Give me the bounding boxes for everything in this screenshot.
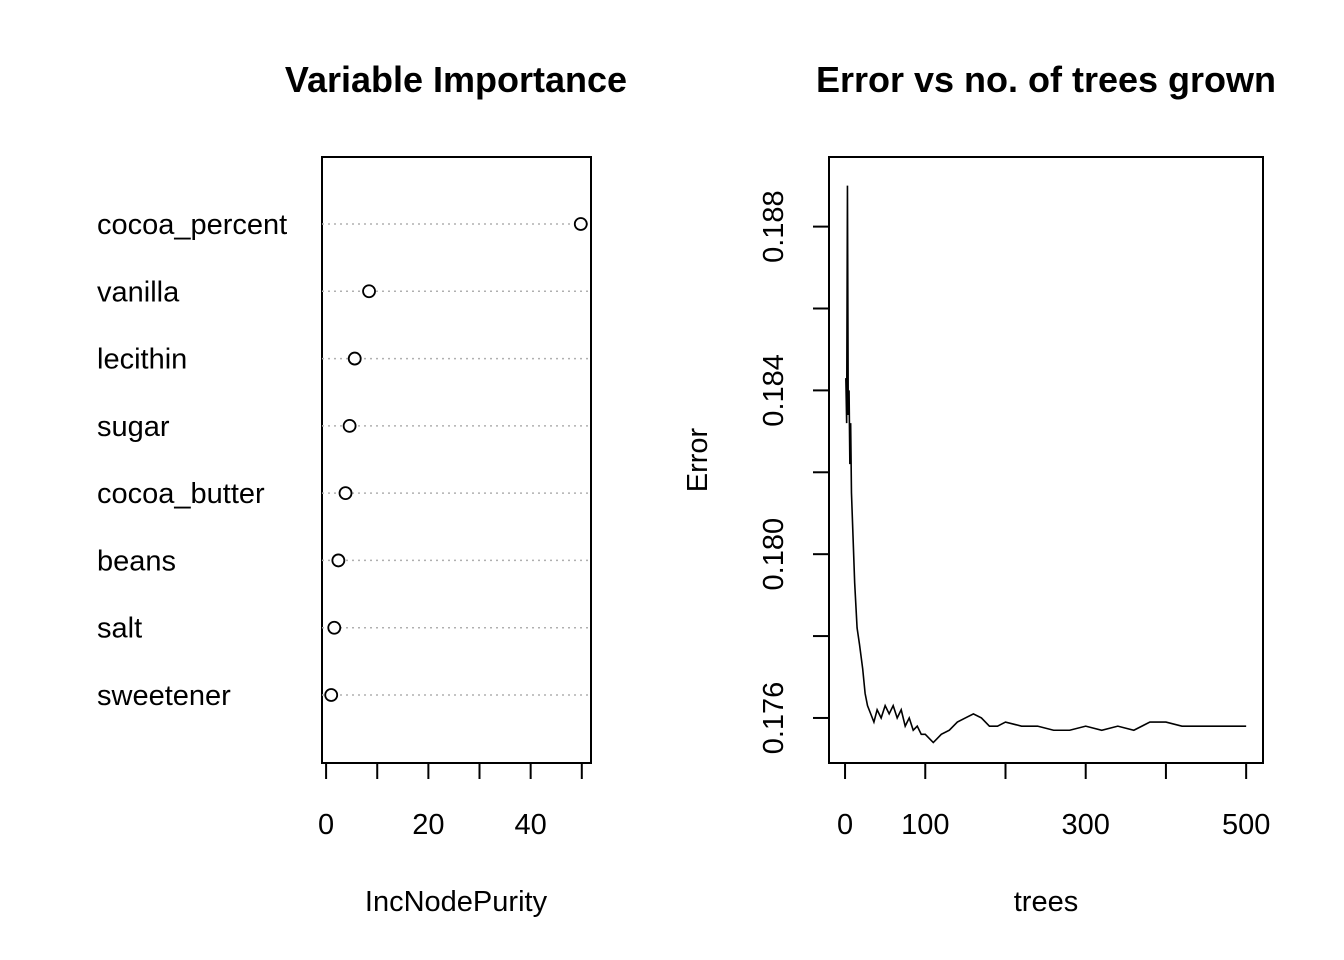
error-x-label: trees [1014, 886, 1078, 918]
importance-label-cocoa-butter: cocoa_butter [97, 478, 265, 510]
importance-x-axis: 0 20 40 [318, 762, 583, 841]
error-x-tick-label: 100 [901, 809, 949, 841]
error-x-tick-label: 0 [837, 809, 853, 841]
importance-point-lecithin [347, 351, 362, 366]
error-y-tick-label: 0.176 [758, 682, 790, 755]
error-y-tick-label: 0.180 [758, 518, 790, 591]
importance-point-cocoa-butter [338, 486, 353, 501]
importance-point-salt [327, 620, 342, 635]
importance-points [324, 217, 588, 702]
importance-x-label: IncNodePurity [365, 886, 548, 918]
error-x-axis: 0 100 300 500 [837, 762, 1270, 841]
error-x-tick-label: 300 [1062, 809, 1110, 841]
error-y-axis: 0.176 0.180 0.184 0.188 [758, 190, 830, 755]
importance-label-vanilla: vanilla [97, 276, 180, 308]
error-x-tick-label: 500 [1222, 809, 1270, 841]
error-series-line [845, 185, 1247, 744]
error-plot-box [828, 156, 1264, 764]
importance-point-sugar [342, 418, 357, 433]
importance-point-sweetener [324, 688, 339, 702]
panel-error-vs-trees: Error vs no. of trees grown 0 100 300 500 0… [682, 59, 1276, 918]
importance-x-tick-label: 0 [318, 809, 334, 841]
importance-point-beans [331, 553, 346, 568]
importance-x-tick-label: 20 [412, 809, 444, 841]
importance-gridlines [322, 223, 591, 696]
importance-x-tick-label: 40 [515, 809, 547, 841]
importance-label-cocoa-percent: cocoa_percent [97, 209, 287, 241]
importance-title: Variable Importance [285, 59, 627, 100]
error-y-label: Error [682, 427, 714, 492]
error-y-tick-label: 0.184 [758, 354, 790, 427]
importance-label-salt: salt [97, 613, 142, 645]
panel-variable-importance: Variable Importance cocoa_percentvanilla… [97, 59, 627, 918]
error-title: Error vs no. of trees grown [816, 59, 1276, 100]
importance-point-cocoa-percent [573, 217, 588, 231]
importance-point-vanilla [362, 284, 376, 299]
importance-label-beans: beans [97, 545, 176, 577]
importance-plot-box [321, 156, 592, 764]
error-y-tick-label: 0.188 [758, 190, 790, 263]
importance-label-lecithin: lecithin [97, 344, 187, 376]
importance-label-sugar: sugar [97, 411, 170, 443]
importance-label-sweetener: sweetener [97, 680, 231, 712]
